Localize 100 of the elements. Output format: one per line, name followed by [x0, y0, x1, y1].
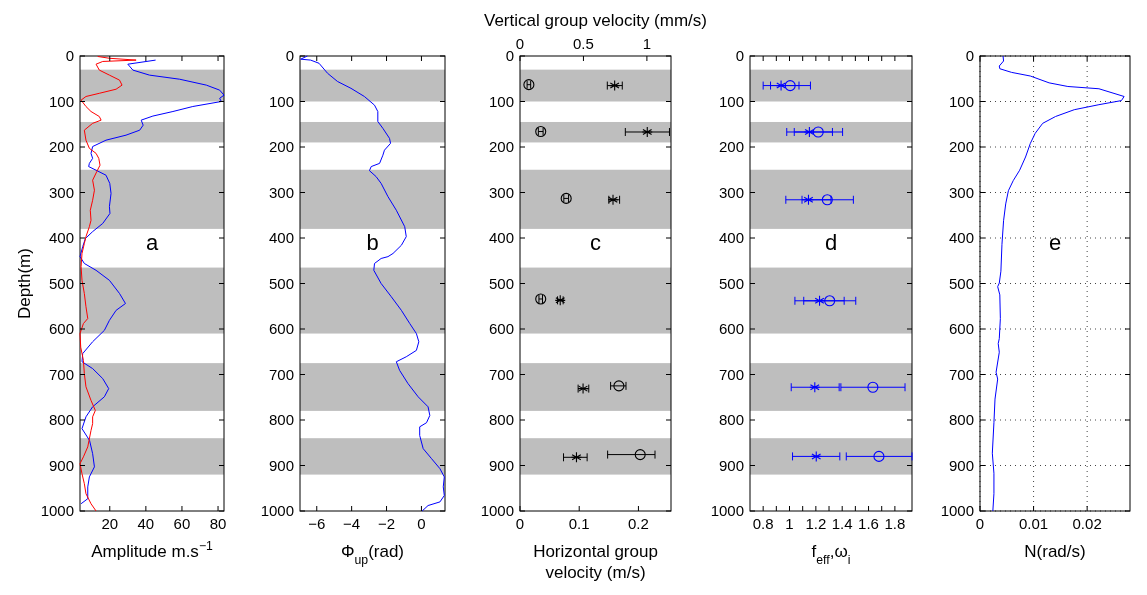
y-tick-label: 1000	[260, 502, 294, 520]
point	[810, 450, 822, 462]
y-tick-label: 800	[948, 411, 974, 429]
annotation: c	[590, 230, 601, 256]
x-tick-label: −4	[343, 515, 361, 532]
y-tick-label: 0	[65, 47, 74, 65]
y-tick-label: 0	[505, 47, 514, 65]
y-tick-label: 1000	[710, 502, 744, 520]
y-tick-label: 300	[268, 183, 294, 201]
point	[784, 80, 796, 92]
y-tick-label: 800	[48, 411, 74, 429]
point	[824, 295, 836, 307]
point	[821, 194, 833, 206]
x2-tick-label: 0.5	[573, 35, 594, 52]
point	[802, 194, 815, 206]
y-tick-label: 1000	[940, 502, 974, 520]
x2-tick-label: 1	[642, 35, 652, 52]
x-tick-label: 0	[417, 515, 426, 532]
x-tick-label: −2	[377, 515, 396, 532]
y-tick-label: 500	[48, 274, 74, 292]
y-tick-label: 600	[948, 320, 974, 338]
x-tick-label: 20	[101, 515, 119, 532]
y-tick-label: 200	[718, 138, 744, 156]
y-tick-label: 600	[48, 320, 74, 338]
y-tick-label: 400	[48, 229, 74, 247]
y-tick-label: 200	[948, 138, 974, 156]
y-tick-label: 900	[948, 456, 974, 474]
y-tick-label: 700	[268, 365, 294, 383]
x-tick-label: 0.8	[752, 515, 774, 532]
x-tick-label: 1.8	[884, 515, 906, 532]
point	[809, 381, 821, 393]
x2-tick-label: 0	[515, 35, 525, 52]
y-tick-label: 700	[948, 365, 974, 383]
y-tick-label: 900	[718, 456, 744, 474]
y-tick-label: 0	[735, 47, 744, 65]
x-axis-title: Horizontal group velocity (m/s)	[533, 542, 658, 582]
annotation: a	[145, 230, 159, 256]
x-tick-label: −6	[308, 515, 326, 532]
y-tick-label: 300	[948, 183, 974, 201]
point	[634, 449, 646, 461]
y-axis-title: Depth(m)	[15, 248, 34, 319]
y-tick-label: 100	[948, 92, 974, 110]
y-tick-label: 600	[268, 320, 294, 338]
y-tick-label: 800	[718, 411, 744, 429]
y-tick-label: 700	[718, 365, 744, 383]
y-tick-label: 900	[488, 456, 514, 474]
y-tick-label: 600	[718, 320, 744, 338]
y-tick-label: 900	[268, 456, 294, 474]
y-tick-label: 0	[285, 47, 294, 65]
line-series	[79, 55, 137, 512]
x-tick-label: 1	[785, 515, 794, 532]
point	[535, 293, 547, 305]
line-series	[79, 59, 225, 505]
x-tick-label: 0.02	[1072, 515, 1102, 532]
y-tick-label: 500	[488, 274, 514, 292]
point	[873, 450, 885, 462]
y-tick-label: 400	[718, 229, 744, 247]
x-tick-label: 0.01	[1018, 515, 1049, 532]
x-axis-title: Amplitude m.s$^{−1}$	[91, 539, 214, 561]
annotation: d	[824, 230, 838, 256]
y-tick-label: 100	[488, 92, 514, 110]
y-tick-label: 400	[948, 229, 974, 247]
y-tick-label: 0	[965, 47, 974, 65]
y-tick-label: 800	[488, 411, 514, 429]
x-tick-label: 1.4	[831, 515, 853, 532]
y-tick-label: 200	[48, 138, 74, 156]
y-tick-label: 600	[488, 320, 514, 338]
annotation: e	[1048, 230, 1062, 256]
y-tick-label: 200	[268, 138, 294, 156]
x-tick-label: 0	[515, 515, 525, 532]
point	[812, 126, 824, 138]
y-tick-label: 100	[48, 92, 74, 110]
line-series	[991, 55, 1125, 512]
y-tick-label: 300	[718, 183, 744, 201]
y-tick-label: 900	[48, 456, 74, 474]
y-tick-label: 500	[718, 274, 744, 292]
x-tick-label: 0.1	[568, 515, 590, 532]
y-tick-label: 300	[48, 183, 74, 201]
x-tick-label: 0	[975, 515, 985, 532]
y-tick-label: 400	[268, 229, 294, 247]
x-tick-label: 60	[173, 515, 191, 532]
point	[867, 381, 879, 393]
point	[775, 80, 787, 92]
x2-axis-title: Vertical group velocity (mm/s)	[484, 11, 707, 30]
y-tick-label: 800	[268, 411, 294, 429]
y-tick-label: 700	[48, 365, 74, 383]
y-tick-label: 100	[268, 92, 294, 110]
x-tick-label: 0.2	[628, 515, 649, 532]
annotation: b	[366, 230, 379, 256]
y-tick-label: 400	[488, 229, 514, 247]
y-tick-label: 200	[488, 138, 514, 156]
y-tick-label: 100	[718, 92, 744, 110]
x-axis-title: N(rad/s)	[1024, 542, 1086, 561]
x-tick-label: 1.6	[858, 515, 879, 532]
x-axis-title: f$_{eff}$,ω$_{i}$	[811, 542, 851, 567]
x-tick-label: 1.2	[805, 515, 827, 532]
line-series	[300, 55, 445, 512]
y-tick-label: 1000	[480, 502, 514, 520]
y-tick-label: 300	[488, 183, 514, 201]
y-tick-label: 500	[948, 274, 974, 292]
